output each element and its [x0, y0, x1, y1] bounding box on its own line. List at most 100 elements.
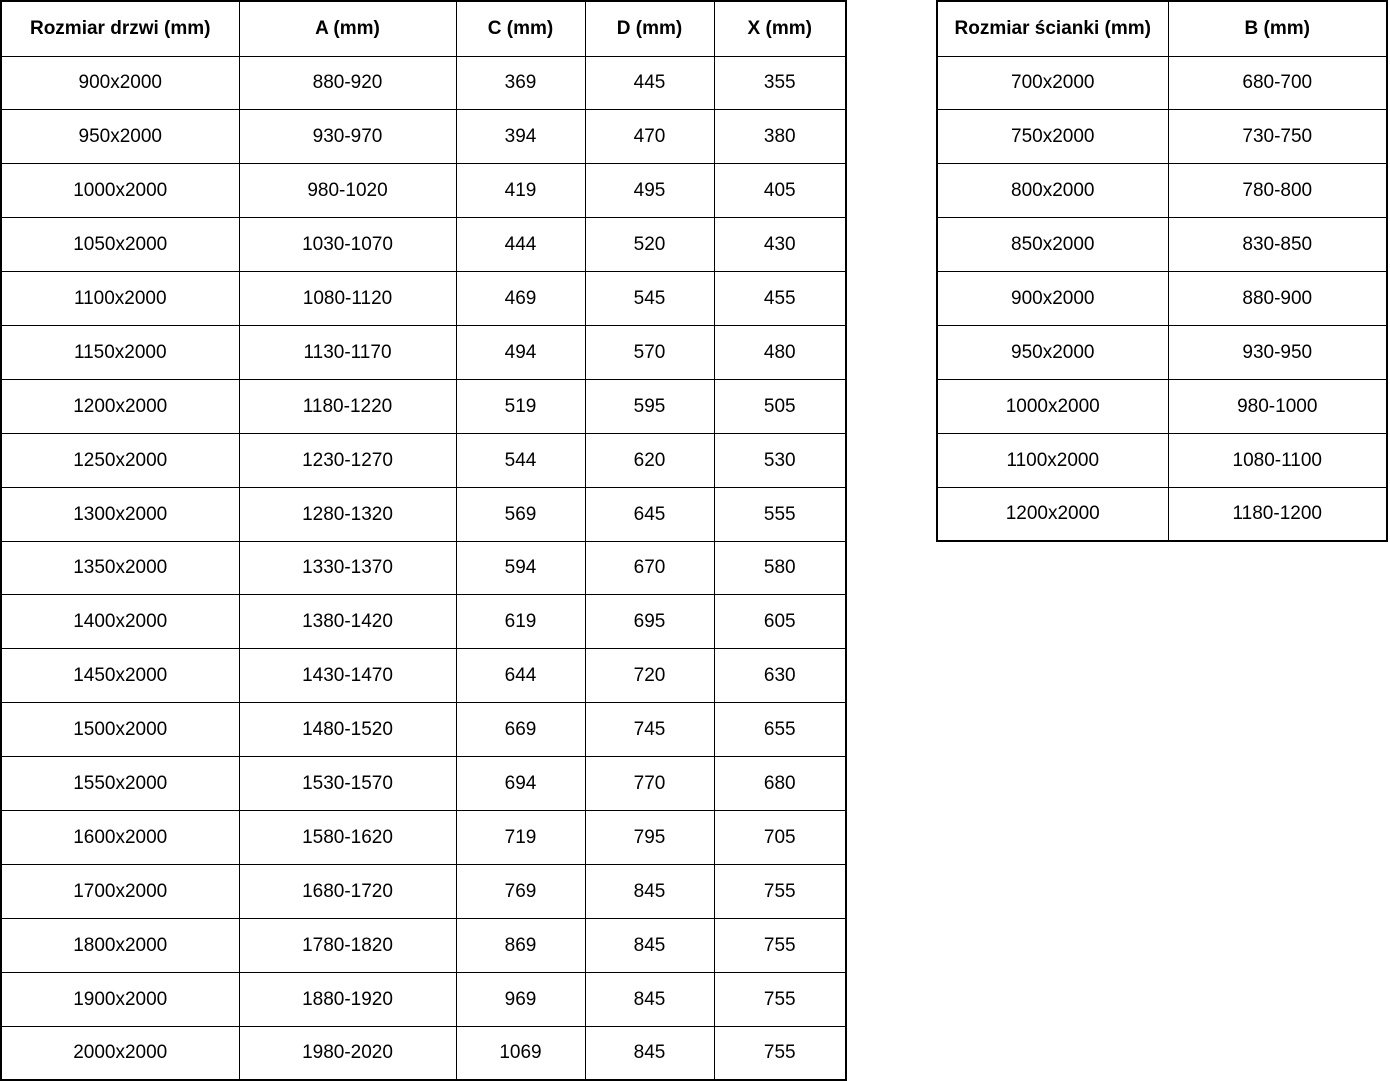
- table-cell: 669: [455, 702, 586, 758]
- table-cell: 445: [584, 55, 715, 111]
- table-cell: 1400x2000: [0, 594, 240, 650]
- table-row: 1100x2000 1080-1100: [936, 432, 1388, 488]
- table-cell: 1780-1820: [238, 917, 457, 973]
- table-cell: 555: [713, 486, 847, 542]
- table-cell: 1300x2000: [0, 486, 240, 542]
- door-sizes-table: Rozmiar drzwi (mm) A (mm) C (mm) D (mm) …: [0, 0, 847, 1081]
- table-cell: 530: [713, 432, 847, 488]
- table-cell: 720: [584, 648, 715, 704]
- table-row: 1600x2000 1580-1620 719 795 705: [0, 809, 847, 865]
- table-cell: 380: [713, 109, 847, 165]
- wall-sizes-table: Rozmiar ścianki (mm) B (mm) 700x2000 680-…: [936, 0, 1388, 542]
- table-cell: 1480-1520: [238, 702, 457, 758]
- table-cell: 869: [455, 917, 586, 973]
- table-cell: 780-800: [1167, 163, 1388, 219]
- table-cell: 1030-1070: [238, 217, 457, 273]
- wall-sizes-body: 700x2000 680-700 750x2000 730-750 800x2000 78…: [936, 55, 1388, 542]
- table-cell: 1350x2000: [0, 540, 240, 596]
- table-cell: 630: [713, 648, 847, 704]
- table-cell: 969: [455, 971, 586, 1027]
- table-cell: 1280-1320: [238, 486, 457, 542]
- door-sizes-header-row: Rozmiar drzwi (mm) A (mm) C (mm) D (mm) …: [0, 0, 847, 57]
- table-cell: 469: [455, 271, 586, 326]
- table-cell: 470: [584, 109, 715, 165]
- table-row: 700x2000 680-700: [936, 55, 1388, 111]
- table-cell: 1200x2000: [0, 378, 240, 434]
- table-cell: 770: [584, 756, 715, 811]
- table-cell: 670: [584, 540, 715, 596]
- table-cell: 1080-1120: [238, 271, 457, 326]
- table-cell: 1680-1720: [238, 863, 457, 919]
- table-cell: 620: [584, 432, 715, 488]
- table-cell: 545: [584, 271, 715, 326]
- table-cell: 594: [455, 540, 586, 596]
- table-cell: 750x2000: [936, 109, 1169, 165]
- table-cell: 405: [713, 163, 847, 219]
- table-cell: 1800x2000: [0, 917, 240, 973]
- table-cell: 595: [584, 378, 715, 434]
- table-cell: 1500x2000: [0, 702, 240, 758]
- table-cell: 980-1000: [1167, 378, 1388, 434]
- table-cell: 950x2000: [0, 109, 240, 165]
- table-cell: 1900x2000: [0, 971, 240, 1027]
- table-row: 1000x2000 980-1000: [936, 378, 1388, 434]
- table-row: 900x2000 880-920 369 445 355: [0, 55, 847, 111]
- table-cell: 1050x2000: [0, 217, 240, 273]
- table-cell: 355: [713, 55, 847, 111]
- table-cell: 644: [455, 648, 586, 704]
- table-row: 1550x2000 1530-1570 694 770 680: [0, 756, 847, 811]
- table-cell: 755: [713, 917, 847, 973]
- table-cell: 544: [455, 432, 586, 488]
- table-cell: 1450x2000: [0, 648, 240, 704]
- table-row: 850x2000 830-850: [936, 217, 1388, 272]
- column-header-d: D (mm): [584, 0, 715, 57]
- table-cell: 695: [584, 594, 715, 650]
- table-row: 950x2000 930-970 394 470 380: [0, 109, 847, 165]
- table-cell: 1000x2000: [936, 378, 1169, 434]
- table-cell: 1550x2000: [0, 756, 240, 811]
- table-cell: 570: [584, 324, 715, 380]
- table-cell: 680-700: [1167, 55, 1388, 111]
- table-cell: 930-950: [1167, 324, 1388, 380]
- table-cell: 369: [455, 55, 586, 111]
- table-cell: 845: [584, 917, 715, 973]
- table-cell: 1230-1270: [238, 432, 457, 488]
- column-header-rozmiar-drzwi: Rozmiar drzwi (mm): [0, 0, 240, 57]
- table-cell: 694: [455, 756, 586, 811]
- table-cell: 1250x2000: [0, 432, 240, 488]
- table-row: 1900x2000 1880-1920 969 845 755: [0, 971, 847, 1027]
- door-sizes-body: 900x2000 880-920 369 445 355 950x2000 930-970 3…: [0, 55, 847, 1081]
- table-cell: 755: [713, 971, 847, 1027]
- table-row: 1200x2000 1180-1200: [936, 486, 1388, 542]
- table-cell: 2000x2000: [0, 1025, 240, 1081]
- column-header-b: B (mm): [1167, 0, 1388, 57]
- table-cell: 1200x2000: [936, 486, 1169, 542]
- table-row: 1050x2000 1030-1070 444 520 430: [0, 217, 847, 273]
- table-cell: 495: [584, 163, 715, 219]
- table-row: 1800x2000 1780-1820 869 845 755: [0, 917, 847, 973]
- table-cell: 845: [584, 863, 715, 919]
- table-row: 1150x2000 1130-1170 494 570 480: [0, 324, 847, 380]
- table-cell: 430: [713, 217, 847, 273]
- table-cell: 769: [455, 863, 586, 919]
- table-header-row: Rozmiar ścianki (mm) B (mm): [936, 0, 1388, 57]
- table-cell: 755: [713, 863, 847, 919]
- table-cell: 494: [455, 324, 586, 380]
- table-cell: 845: [584, 1025, 715, 1081]
- table-cell: 900x2000: [936, 271, 1169, 326]
- table-cell: 1380-1420: [238, 594, 457, 650]
- table-cell: 880-920: [238, 55, 457, 111]
- table-row: 1200x2000 1180-1220 519 595 505: [0, 378, 847, 434]
- wall-sizes-header-row: Rozmiar ścianki (mm) B (mm): [936, 0, 1388, 57]
- table-cell: 1000x2000: [0, 163, 240, 219]
- table-row: 1000x2000 980-1020 419 495 405: [0, 163, 847, 219]
- table-row: 1500x2000 1480-1520 669 745 655: [0, 702, 847, 758]
- table-cell: 1430-1470: [238, 648, 457, 704]
- table-cell: 680: [713, 756, 847, 811]
- table-cell: 719: [455, 809, 586, 865]
- table-cell: 394: [455, 109, 586, 165]
- table-cell: 1080-1100: [1167, 432, 1388, 488]
- column-header-x: X (mm): [713, 0, 847, 57]
- table-cell: 580: [713, 540, 847, 596]
- table-row: 900x2000 880-900: [936, 271, 1388, 326]
